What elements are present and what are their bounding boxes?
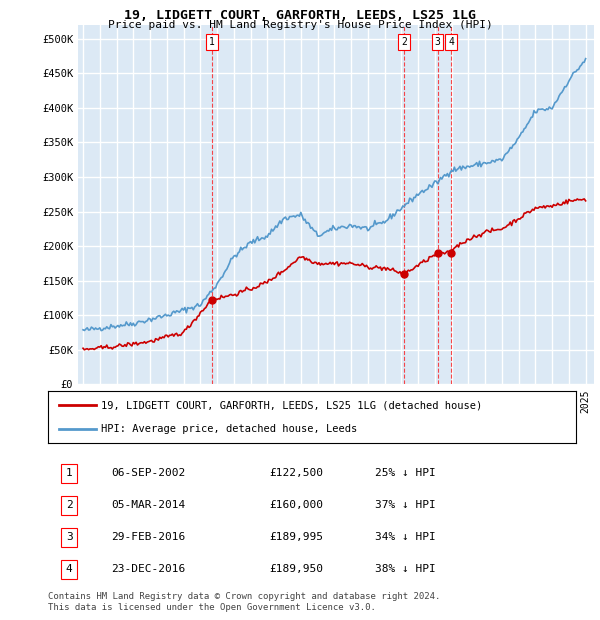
- Text: 37% ↓ HPI: 37% ↓ HPI: [376, 500, 436, 510]
- Text: 05-MAR-2014: 05-MAR-2014: [112, 500, 185, 510]
- Text: 34% ↓ HPI: 34% ↓ HPI: [376, 533, 436, 542]
- Text: 3: 3: [434, 37, 440, 47]
- Text: 1: 1: [209, 37, 215, 47]
- Text: 38% ↓ HPI: 38% ↓ HPI: [376, 564, 436, 575]
- Text: 19, LIDGETT COURT, GARFORTH, LEEDS, LS25 1LG (detached house): 19, LIDGETT COURT, GARFORTH, LEEDS, LS25…: [101, 401, 482, 410]
- Text: 4: 4: [66, 564, 73, 575]
- Text: HPI: Average price, detached house, Leeds: HPI: Average price, detached house, Leed…: [101, 423, 357, 433]
- Text: £189,995: £189,995: [270, 533, 324, 542]
- Text: 23-DEC-2016: 23-DEC-2016: [112, 564, 185, 575]
- Text: 06-SEP-2002: 06-SEP-2002: [112, 469, 185, 479]
- Text: Price paid vs. HM Land Registry's House Price Index (HPI): Price paid vs. HM Land Registry's House …: [107, 20, 493, 30]
- Text: 3: 3: [66, 533, 73, 542]
- Text: 2: 2: [401, 37, 407, 47]
- Text: Contains HM Land Registry data © Crown copyright and database right 2024.
This d: Contains HM Land Registry data © Crown c…: [48, 592, 440, 611]
- Text: £160,000: £160,000: [270, 500, 324, 510]
- Text: 29-FEB-2016: 29-FEB-2016: [112, 533, 185, 542]
- Text: 25% ↓ HPI: 25% ↓ HPI: [376, 469, 436, 479]
- Text: £122,500: £122,500: [270, 469, 324, 479]
- Text: 4: 4: [448, 37, 454, 47]
- Text: £189,950: £189,950: [270, 564, 324, 575]
- Text: 19, LIDGETT COURT, GARFORTH, LEEDS, LS25 1LG: 19, LIDGETT COURT, GARFORTH, LEEDS, LS25…: [124, 9, 476, 22]
- Text: 1: 1: [66, 469, 73, 479]
- Text: 2: 2: [66, 500, 73, 510]
